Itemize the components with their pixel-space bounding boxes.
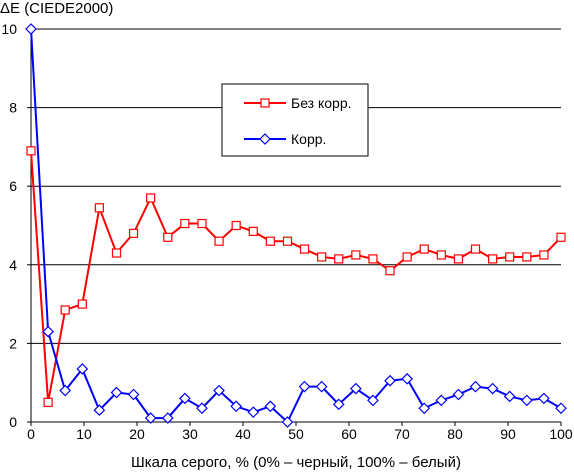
data-point [180, 218, 190, 229]
data-point [60, 305, 70, 315]
data-point [77, 299, 87, 309]
y-tick-label: 0 [9, 414, 17, 430]
data-point [144, 412, 157, 424]
data-point [522, 252, 532, 262]
data-point [351, 250, 361, 260]
data-point [419, 244, 429, 254]
data-point [248, 226, 258, 236]
data-point [488, 254, 498, 264]
legend-swatch-marker [259, 133, 271, 145]
data-point [368, 254, 378, 264]
data-point [486, 382, 499, 395]
data-point [539, 250, 549, 260]
y-tick-label: 6 [9, 178, 17, 194]
x-tick-label: 40 [235, 426, 251, 442]
data-point [505, 252, 515, 262]
data-point [453, 254, 464, 264]
legend-swatch-marker [260, 98, 270, 108]
legend-label: Без корр. [291, 95, 352, 111]
data-point [299, 244, 310, 254]
data-point [43, 397, 53, 407]
grid-lines [31, 28, 561, 344]
data-point [146, 193, 156, 203]
data-point [402, 252, 412, 262]
data-point [196, 402, 208, 415]
data-point [42, 325, 54, 338]
data-point [127, 388, 140, 401]
data-point [94, 203, 104, 213]
data-point [93, 404, 106, 417]
data-point [111, 248, 122, 258]
data-point [315, 380, 328, 393]
data-point [231, 220, 241, 231]
data-point [110, 386, 123, 399]
data-point [436, 250, 446, 260]
data-point [452, 388, 465, 401]
data-point [367, 394, 379, 407]
data-point [163, 232, 173, 242]
data-point [179, 392, 191, 405]
data-point [282, 236, 293, 246]
x-tick-label: 60 [341, 426, 357, 442]
x-tick-label: 50 [288, 426, 304, 442]
data-point [317, 252, 327, 262]
data-point [197, 218, 207, 229]
data-point [281, 416, 294, 428]
series-line [30, 150, 562, 403]
data-point [76, 363, 89, 375]
x-tick-label: 10 [76, 426, 92, 442]
y-tick-label: 10 [1, 21, 17, 37]
data-point [384, 374, 396, 387]
data-point [213, 384, 225, 397]
x-tick-label: 100 [549, 426, 573, 442]
data-point [538, 392, 550, 405]
data-point [469, 380, 482, 393]
data-point [26, 146, 36, 156]
data-point [247, 406, 260, 419]
data-point [59, 384, 72, 397]
series-layer [25, 23, 567, 428]
data-point [385, 266, 395, 276]
data-point [25, 23, 37, 35]
data-point [298, 380, 311, 393]
data-point [520, 394, 533, 407]
legend-label: Корр. [291, 131, 326, 147]
x-axis-title: Шкала серого, % (0% – черный, 100% – бел… [131, 454, 461, 471]
data-point [418, 402, 431, 415]
data-point [214, 236, 224, 246]
y-axis-title: ΔE (CIEDE2000) [0, 0, 113, 17]
data-point [470, 244, 481, 254]
data-point [435, 394, 448, 407]
data-point [161, 412, 174, 424]
data-point [264, 400, 277, 413]
data-point [401, 372, 413, 385]
data-point [349, 382, 362, 395]
y-tick-label: 4 [9, 257, 17, 273]
data-point [128, 228, 139, 238]
legend: Без корр. Корр. [221, 83, 369, 157]
x-tick-label: 0 [27, 426, 35, 442]
x-tick-label: 80 [447, 426, 463, 442]
data-point [555, 402, 567, 415]
x-tick-label: 30 [182, 426, 198, 442]
data-point [265, 236, 275, 246]
y-tick-label: 8 [9, 100, 17, 116]
x-tick-label: 90 [500, 426, 516, 442]
data-point [332, 398, 345, 411]
data-point [334, 254, 344, 264]
data-point [503, 390, 516, 403]
x-tick-label: 70 [394, 426, 410, 442]
legend-box [221, 83, 369, 157]
y-tick-label: 2 [9, 335, 17, 351]
x-tick-label: 20 [129, 426, 145, 442]
data-point [556, 232, 566, 242]
data-point [230, 400, 243, 413]
